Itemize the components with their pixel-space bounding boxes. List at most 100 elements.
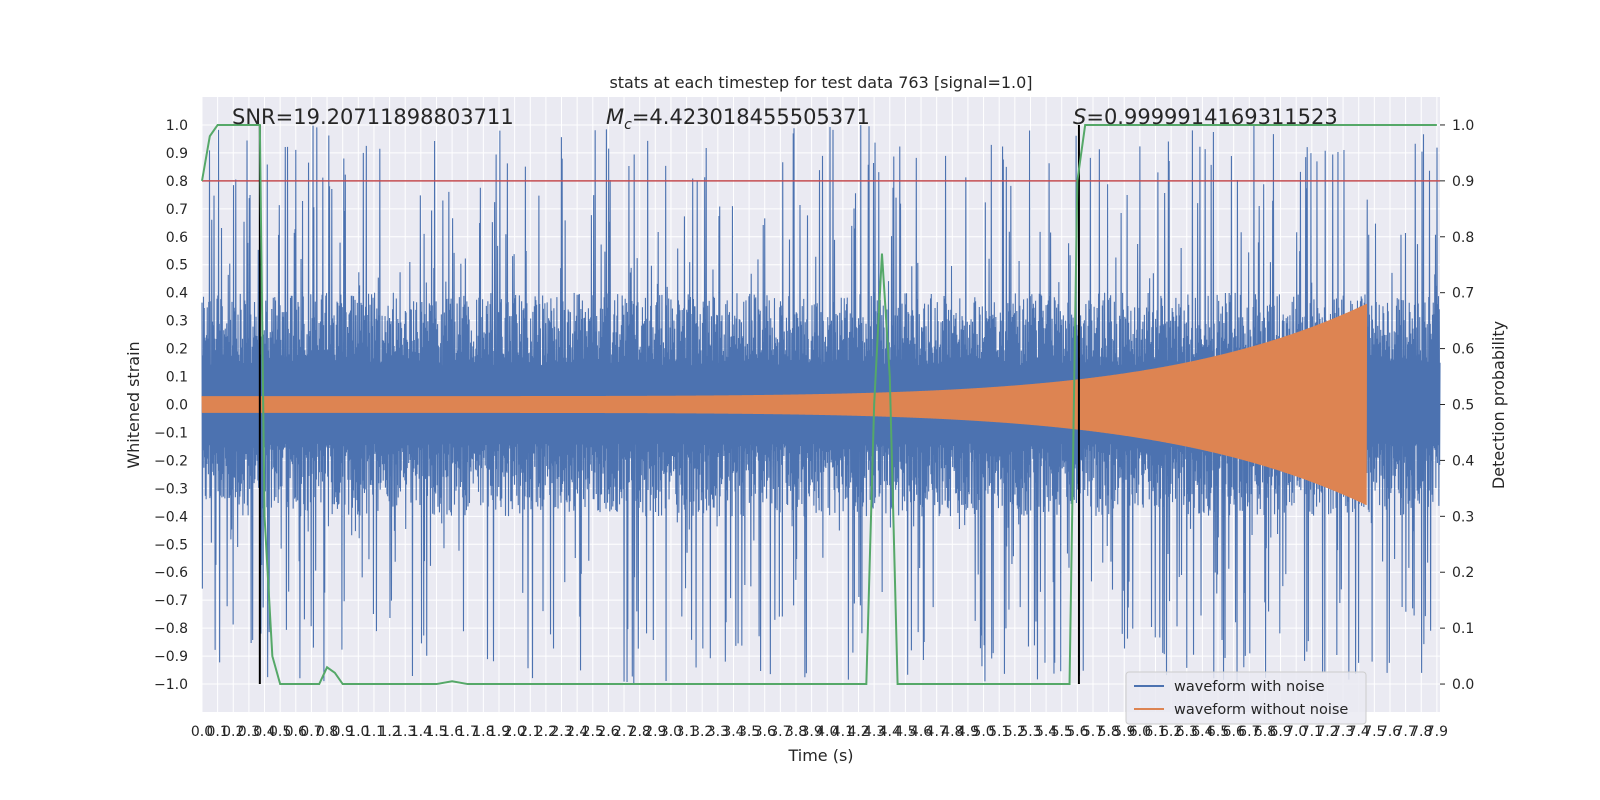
x-tick-label: 7.2 (1316, 724, 1338, 740)
waveform-without-noise-series (201, 303, 1368, 505)
x-tick-label: 5.5 (1051, 724, 1073, 740)
x-tick-label: 1.3 (394, 724, 416, 740)
x-tick-label: 1.6 (441, 724, 463, 740)
y-left-tick-label: 0.1 (166, 370, 188, 386)
y-left-tick-label: −0.5 (154, 537, 188, 553)
x-tick-label: 4.1 (832, 724, 854, 740)
x-tick-label: 0.4 (253, 724, 275, 740)
y-left-tick-label: 0.4 (166, 286, 188, 302)
x-tick-label: 7.1 (1301, 724, 1323, 740)
y-left-tick-label: −0.3 (154, 481, 188, 497)
x-tick-label: 4.6 (910, 724, 932, 740)
y-left-tick-label: 0.5 (166, 258, 188, 274)
s-value: =0.9999914169311523 (1086, 105, 1337, 129)
x-tick-label: 6.9 (1269, 724, 1291, 740)
x-axis-label: Time (s) (787, 746, 853, 765)
y-left-tick-label: 0.7 (166, 202, 188, 218)
x-tick-label: 7.8 (1410, 724, 1432, 740)
y-right-tick-label: 0.0 (1452, 677, 1474, 693)
x-tick-label: 6.6 (1223, 724, 1245, 740)
x-tick-label: 4.3 (863, 724, 885, 740)
x-tick-label: 1.7 (457, 724, 479, 740)
x-tick-label: 2.2 (535, 724, 557, 740)
y-left-tick-label: −0.2 (154, 453, 188, 469)
chirp-mass-value: =4.423018455505371 (632, 105, 870, 129)
y-left-tick-label: −0.6 (154, 565, 188, 581)
x-tick-label: 0.0 (191, 724, 213, 740)
waveform-with-noise-line (201, 125, 1441, 684)
x-tick-label: 5.6 (1066, 724, 1088, 740)
x-tick-label: 0.9 (332, 724, 354, 740)
x-tick-label: 3.9 (800, 724, 822, 740)
y-left-tick-label: −0.4 (154, 509, 188, 525)
y-right-tick-label: 1.0 (1452, 118, 1474, 134)
x-tick-label: 2.8 (629, 724, 651, 740)
legend-box (1125, 671, 1367, 725)
x-tick-label: 3.7 (769, 724, 791, 740)
chart-title: stats at each timestep for test data 763… (609, 73, 1032, 92)
x-tick-label: 1.2 (378, 724, 400, 740)
y-left-tick-label: −1.0 (154, 677, 188, 693)
x-tick-label: 5.3 (1019, 724, 1041, 740)
x-tick-label: 2.7 (613, 724, 635, 740)
y-right-tick-label: 0.9 (1452, 174, 1474, 190)
x-tick-label: 2.1 (519, 724, 541, 740)
x-tick-label: 6.4 (1191, 724, 1213, 740)
x-tick-label: 0.7 (300, 724, 322, 740)
x-tick-label: 0.5 (269, 724, 291, 740)
x-tick-label: 5.4 (1035, 724, 1057, 740)
legend-entry-without-noise: waveform without noise (1174, 702, 1348, 718)
x-tick-label: 3.6 (754, 724, 776, 740)
x-tick-label: 4.5 (894, 724, 916, 740)
x-tick-label: 7.6 (1379, 724, 1401, 740)
x-tick-label: 6.1 (1144, 724, 1166, 740)
x-tick-label: 0.1 (206, 724, 228, 740)
x-tick-label: 5.8 (1097, 724, 1119, 740)
x-tick-label: 3.1 (675, 724, 697, 740)
x-tick-label: 1.1 (363, 724, 385, 740)
y-left-tick-label: 1.0 (166, 118, 188, 134)
x-tick-label: 6.3 (1176, 724, 1198, 740)
x-tick-label: 6.5 (1207, 724, 1229, 740)
x-tick-label: 6.2 (1160, 724, 1182, 740)
legend: waveform with noise waveform without noi… (1125, 671, 1367, 725)
x-tick-label: 1.8 (472, 724, 494, 740)
axis-layer: 0.00.10.20.30.40.50.60.70.80.91.01.11.21… (154, 118, 1474, 740)
x-tick-label: 7.4 (1348, 724, 1370, 740)
x-tick-label: 7.3 (1332, 724, 1354, 740)
x-tick-label: 4.4 (879, 724, 901, 740)
x-tick-label: 0.2 (222, 724, 244, 740)
waveform-without-noise-line (201, 303, 1368, 505)
x-tick-label: 5.0 (972, 724, 994, 740)
s-annotation: S=0.9999914169311523 (1073, 105, 1338, 129)
x-tick-label: 7.9 (1426, 724, 1448, 740)
chirp-mass-symbol: M (606, 105, 624, 129)
y-right-tick-label: 0.2 (1452, 565, 1474, 581)
x-tick-label: 5.9 (1113, 724, 1135, 740)
x-tick-label: 0.6 (285, 724, 307, 740)
x-tick-label: 2.4 (566, 724, 588, 740)
y-right-tick-label: 0.7 (1452, 286, 1474, 302)
y-left-tick-label: −0.7 (154, 593, 188, 609)
detection-probability-line (201, 123, 1437, 686)
x-tick-label: 3.4 (722, 724, 744, 740)
x-tick-label: 3.2 (691, 724, 713, 740)
x-tick-label: 3.3 (707, 724, 729, 740)
y-left-tick-label: −0.1 (154, 425, 188, 441)
y-right-tick-label: 0.3 (1452, 509, 1474, 525)
x-tick-label: 0.8 (316, 724, 338, 740)
x-tick-label: 3.0 (660, 724, 682, 740)
y-right-tick-label: 0.8 (1452, 230, 1474, 246)
x-tick-label: 5.2 (1004, 724, 1026, 740)
x-tick-label: 7.5 (1363, 724, 1385, 740)
y-left-tick-label: 0.2 (166, 342, 188, 358)
x-tick-label: 5.1 (988, 724, 1010, 740)
x-tick-label: 2.5 (582, 724, 604, 740)
y-left-tick-label: −0.8 (154, 621, 188, 637)
x-tick-label: 4.9 (957, 724, 979, 740)
x-tick-label: 6.8 (1254, 724, 1276, 740)
x-tick-label: 7.7 (1394, 724, 1416, 740)
x-tick-label: 3.8 (785, 724, 807, 740)
waveform-with-noise-series (201, 125, 1441, 684)
